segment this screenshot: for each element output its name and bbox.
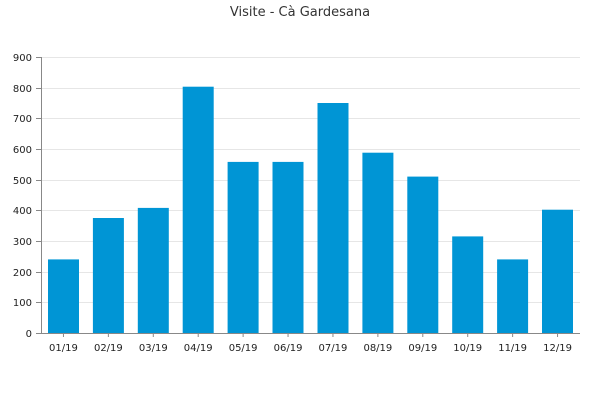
bar-10-19 (452, 236, 484, 333)
bar-08-19 (362, 152, 394, 333)
x-tick-label-07-19: 07/19 (319, 343, 348, 354)
y-tick-label-700: 700 (13, 114, 32, 125)
grid-lines (41, 57, 580, 303)
y-tick-label-300: 300 (13, 237, 32, 248)
bar-05-19 (227, 161, 259, 333)
x-tick-label-12-19: 12/19 (543, 343, 572, 354)
bar-02-19 (92, 218, 124, 333)
x-tick-label-03-19: 03/19 (139, 343, 168, 354)
axes (41, 57, 580, 334)
bar-06-19 (272, 161, 304, 333)
y-tick-label-600: 600 (13, 145, 32, 156)
y-tick-label-0: 0 (26, 329, 32, 340)
x-tick-label-10-19: 10/19 (453, 343, 482, 354)
x-tick-label-05-19: 05/19 (229, 343, 258, 354)
bar-03-19 (137, 207, 169, 333)
bar-12-19 (542, 209, 573, 333)
x-tick-label-02-19: 02/19 (94, 343, 123, 354)
bar-09-19 (407, 176, 439, 333)
chart-title: Visite - Cà Gardesana (229, 5, 371, 20)
y-tick-label-400: 400 (13, 206, 32, 217)
bar-01-19 (48, 259, 79, 333)
bar-07-19 (317, 103, 349, 333)
y-tick-label-200: 200 (13, 268, 32, 279)
bar-series (48, 86, 573, 333)
x-tick-label-06-19: 06/19 (274, 343, 303, 354)
x-tick-label-08-19: 08/19 (363, 343, 392, 354)
x-tick-label-04-19: 04/19 (184, 343, 213, 354)
y-tick-label-900: 900 (13, 53, 32, 64)
y-tick-label-500: 500 (13, 176, 32, 187)
x-tick-label-01-19: 01/19 (49, 343, 78, 354)
y-tick-label-100: 100 (13, 298, 32, 309)
x-axis-ticks: 01/19 02/19 03/19 04/19 05/19 06/19 07/19 08/19… (49, 333, 572, 354)
y-tick-label-800: 800 (13, 84, 32, 95)
y-axis-ticks: 0 100 200 300 400 500 600 700 800 900 (13, 53, 41, 340)
x-tick-label-11-19: 11/19 (498, 343, 527, 354)
x-tick-label-09-19: 09/19 (408, 343, 437, 354)
bar-11-19 (497, 259, 529, 333)
bar-04-19 (182, 86, 214, 333)
